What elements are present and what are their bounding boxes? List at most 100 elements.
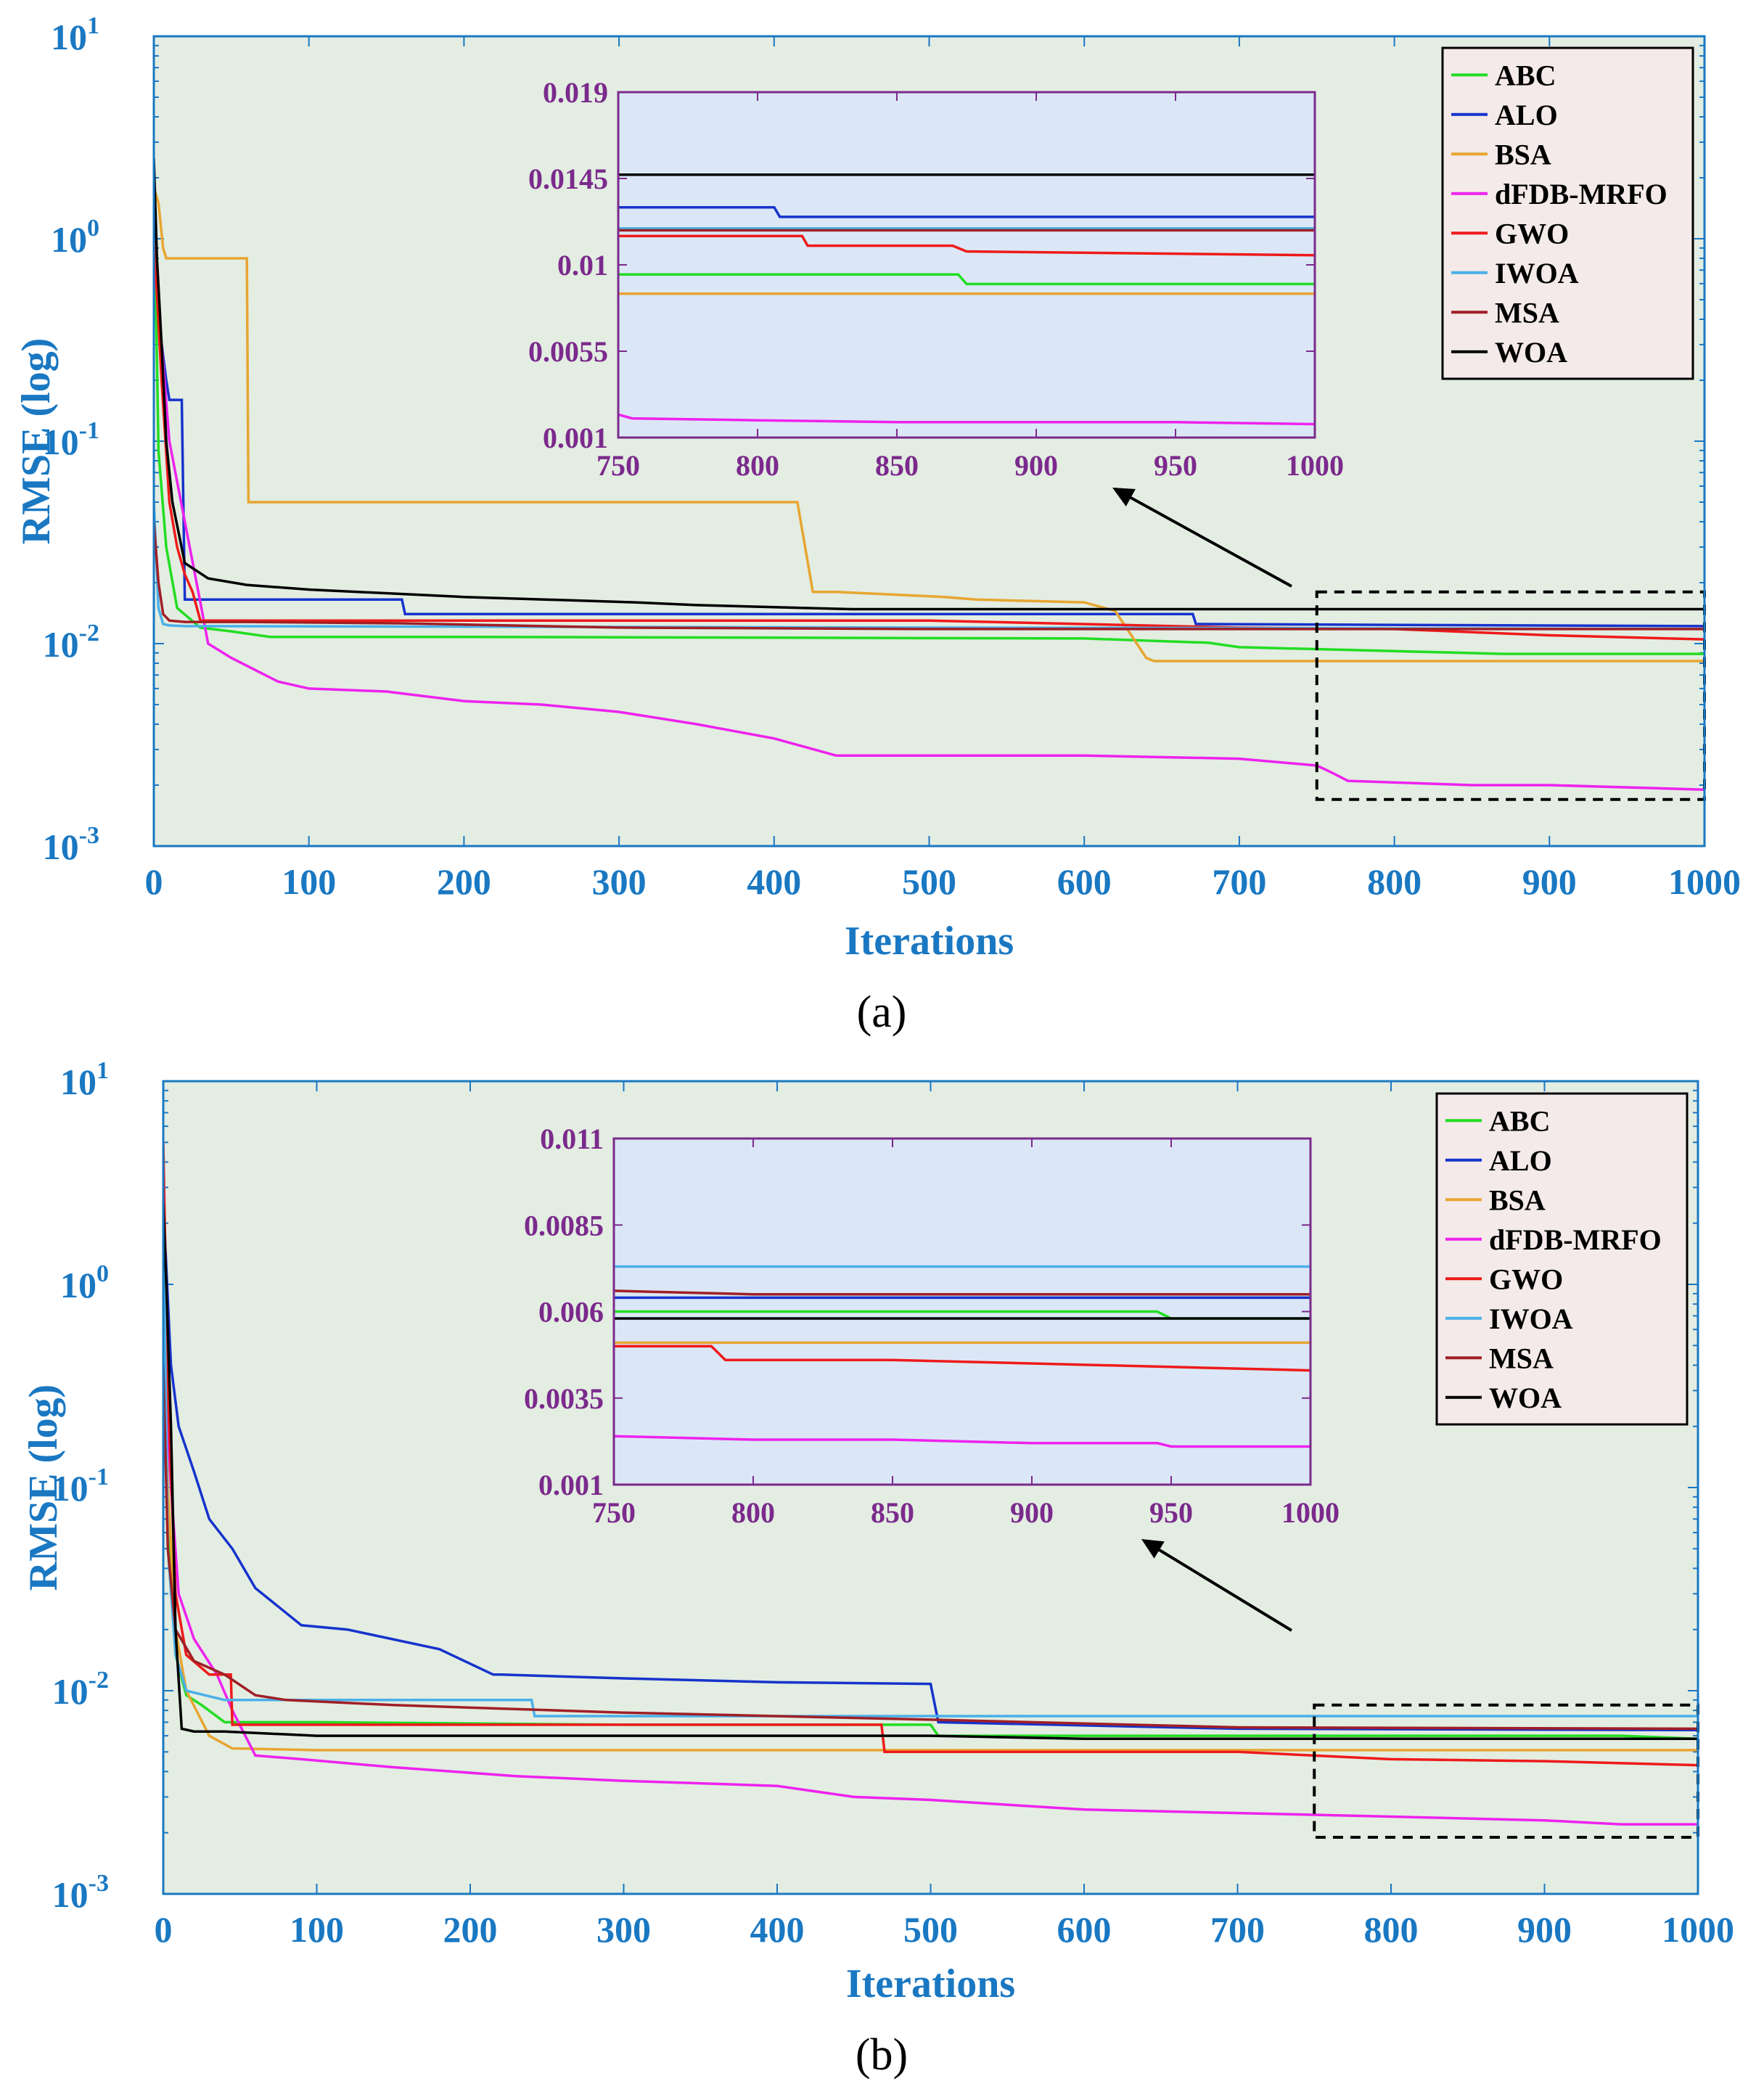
x-axis-label: Iterations bbox=[845, 919, 1014, 964]
inset-x-tick-label: 1000 bbox=[1286, 449, 1344, 482]
legend-label: WOA bbox=[1489, 1382, 1562, 1414]
inset-x-tick-label: 1000 bbox=[1281, 1496, 1340, 1529]
inset-series-line-abc bbox=[618, 273, 1315, 286]
y-tick-base: 10 bbox=[60, 1265, 97, 1305]
legend-label: GWO bbox=[1489, 1263, 1563, 1295]
x-tick-label: 0 bbox=[155, 1909, 173, 1950]
y-tick-base: 10 bbox=[60, 1062, 97, 1102]
legend-label: ALO bbox=[1489, 1144, 1552, 1177]
x-tick-label: 200 bbox=[437, 861, 491, 902]
x-tick-label: 500 bbox=[903, 1909, 958, 1950]
zoom-arrow bbox=[1123, 492, 1292, 588]
inset-x-tick-label: 900 bbox=[1014, 449, 1058, 482]
legend-label: IWOA bbox=[1489, 1302, 1573, 1335]
y-tick-label: 101 bbox=[60, 1057, 109, 1102]
series-line-dfdb-mrfo bbox=[163, 1345, 1698, 1826]
y-tick-exponent: -2 bbox=[79, 620, 99, 647]
inset-series-line-msa bbox=[613, 1289, 1310, 1296]
inset-plot-area bbox=[618, 92, 1315, 438]
y-tick-exponent: -3 bbox=[89, 1870, 109, 1897]
axis-frame bbox=[152, 35, 1706, 848]
x-tick-label: 1000 bbox=[1668, 861, 1741, 902]
legend-label: MSA bbox=[1489, 1342, 1554, 1374]
zoom-box bbox=[1313, 1703, 1699, 1839]
legend-label: ABC bbox=[1489, 1104, 1550, 1137]
inset-x-tick-label: 900 bbox=[1010, 1496, 1054, 1529]
series-line-msa bbox=[154, 521, 1704, 631]
inset-x-tick-label: 750 bbox=[596, 449, 640, 482]
x-axis-label: Iterations bbox=[846, 1961, 1015, 2006]
y-tick-exponent: -1 bbox=[79, 417, 99, 444]
inset-series-line-gwo bbox=[614, 1345, 1311, 1372]
y-tick-label: 100 bbox=[51, 215, 99, 260]
series-line-abc bbox=[154, 177, 1704, 655]
y-tick-base: 10 bbox=[51, 219, 87, 260]
x-tick-label: 200 bbox=[443, 1909, 498, 1950]
legend-label: GWO bbox=[1495, 217, 1569, 250]
x-tick-label: 300 bbox=[596, 1909, 651, 1950]
inset-x-tick-label: 750 bbox=[592, 1496, 636, 1529]
inset-y-tick-label: 0.019 bbox=[543, 76, 608, 109]
series-line-bsa bbox=[163, 1284, 1698, 1752]
x-tick-label: 600 bbox=[1057, 861, 1112, 902]
y-tick-label: 10-2 bbox=[43, 620, 99, 665]
series-line-gwo bbox=[163, 1142, 1698, 1767]
inset-frame bbox=[617, 91, 1316, 439]
inset-series-line-gwo bbox=[618, 234, 1316, 257]
y-axis-label: RMSE (log) bbox=[14, 338, 59, 545]
legend-box bbox=[1435, 1092, 1689, 1426]
y-tick-base: 10 bbox=[52, 1468, 89, 1509]
series-line-iwoa bbox=[154, 501, 1704, 631]
y-tick-label: 100 bbox=[60, 1260, 109, 1305]
x-tick-label: 400 bbox=[747, 861, 801, 902]
inset-y-tick-label: 0.01 bbox=[557, 249, 608, 282]
y-tick-base: 10 bbox=[43, 826, 79, 867]
series-line-alo bbox=[163, 1203, 1698, 1732]
inset-x-tick-label: 950 bbox=[1149, 1496, 1193, 1529]
x-tick-label: 800 bbox=[1367, 861, 1422, 902]
x-tick-label: 400 bbox=[750, 1909, 805, 1950]
inset-y-tick-label: 0.0055 bbox=[528, 335, 608, 368]
y-tick-label: 10-1 bbox=[52, 1464, 109, 1509]
y-tick-label: 10-3 bbox=[52, 1870, 109, 1915]
zoom-arrow-head bbox=[1112, 488, 1136, 506]
x-tick-label: 1000 bbox=[1662, 1909, 1734, 1950]
x-tick-label: 600 bbox=[1057, 1909, 1112, 1950]
y-tick-label: 10-1 bbox=[43, 417, 99, 462]
inset-x-tick-label: 800 bbox=[736, 449, 779, 482]
y-tick-exponent: 1 bbox=[87, 12, 99, 39]
inset-x-tick-label: 950 bbox=[1154, 449, 1197, 482]
x-tick-label: 500 bbox=[902, 861, 956, 902]
series-line-woa bbox=[154, 157, 1704, 611]
y-tick-label: 10-3 bbox=[43, 822, 99, 867]
y-tick-base: 10 bbox=[51, 17, 87, 57]
x-tick-label: 0 bbox=[145, 861, 163, 902]
legend-box bbox=[1441, 46, 1694, 380]
y-tick-base: 10 bbox=[43, 422, 79, 462]
y-tick-exponent: 0 bbox=[87, 215, 99, 242]
series-line-bsa bbox=[154, 186, 1704, 662]
y-tick-label: 10-2 bbox=[52, 1667, 109, 1712]
inset-y-tick-label: 0.011 bbox=[540, 1123, 604, 1155]
x-tick-label: 800 bbox=[1364, 1909, 1419, 1950]
series-line-dfdb-mrfo bbox=[154, 258, 1704, 791]
caption-a: (a) bbox=[857, 988, 907, 1037]
inset-y-tick-label: 0.0145 bbox=[528, 163, 608, 195]
zoom-arrow-head bbox=[1141, 1539, 1165, 1559]
y-tick-exponent: -1 bbox=[89, 1464, 109, 1490]
legend-label: IWOA bbox=[1495, 257, 1579, 290]
inset-x-tick-label: 800 bbox=[731, 1496, 775, 1529]
y-tick-base: 10 bbox=[52, 1874, 89, 1915]
y-tick-exponent: 0 bbox=[97, 1260, 109, 1287]
y-tick-base: 10 bbox=[43, 624, 79, 665]
inset-series-line-dfdb-mrfo bbox=[613, 1435, 1310, 1448]
legend-label: ALO bbox=[1495, 99, 1558, 131]
axis-frame bbox=[162, 1080, 1699, 1895]
inset-y-tick-label: 0.0035 bbox=[524, 1382, 604, 1415]
series-line-woa bbox=[163, 1203, 1698, 1740]
inset-y-tick-label: 0.006 bbox=[538, 1296, 604, 1329]
inset-series-line-alo bbox=[618, 205, 1315, 218]
y-tick-exponent: 1 bbox=[97, 1057, 109, 1084]
